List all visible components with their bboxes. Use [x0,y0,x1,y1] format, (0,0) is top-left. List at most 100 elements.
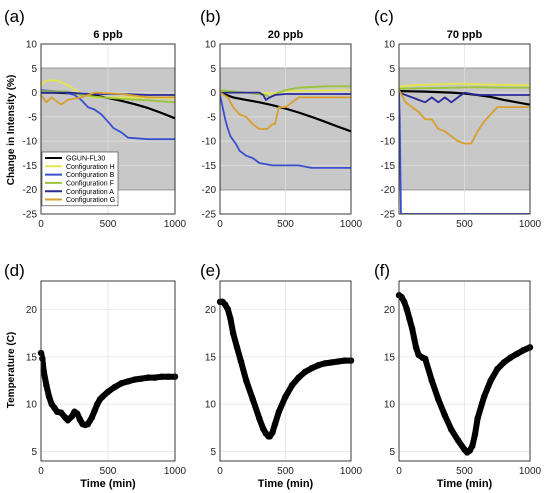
panel-b-y-tick-label: 0 [210,88,216,99]
panel-d-point-29 [145,374,152,381]
panel-f-point-2 [401,298,408,306]
panel-a-y-tick-label: -5 [28,112,37,123]
panel-e-point-4 [227,315,234,323]
panel-b-y-tick-label: -15 [202,161,217,172]
panel-f-point-19 [471,431,479,438]
panel-f-point-5 [408,325,416,332]
panel-b-y-tick-label: 10 [205,40,217,51]
panel-e-y-tick-label: 15 [205,352,217,363]
panel-d-y-tick-label: 15 [26,352,38,363]
panel-b-20ppb: 0 500 1000 -25 -20 -15 -10 -5 0 5 10 20 ppb [202,29,363,230]
panel-d-point-17 [84,420,92,428]
panel-a-y-tick-label: -10 [23,137,38,148]
panel-f-point-4 [406,315,413,323]
panel-f-frame [398,280,531,462]
panel-e-x-axis-label: Time (min) [258,478,314,490]
panel-a-series-configuration-b [41,89,175,141]
legend-label-configuration-g: Configuration G [66,197,115,204]
panel-f-x-tick-label: 1000 [519,466,542,477]
panel-d-point-14 [76,416,84,423]
panel-f-point-10 [428,377,435,384]
panel-c-y-tick-label: -10 [381,137,396,148]
panel-d-x-axis-label: Time (min) [80,478,136,490]
panel-e-y-tick-label: 10 [205,400,217,411]
panel-b-x-tick-label: 1000 [340,219,363,230]
panel-d-point-28 [138,375,145,382]
panel-a-title: 6 ppb [93,29,123,41]
panel-e-point-25 [328,359,335,366]
panel-d-temperature: 0 500 1000 5 10 15 20 Time (min) [26,280,187,490]
panel-e-x-tick-label: 0 [217,466,223,477]
panel-f-point-12 [441,412,449,419]
panel-d-point-19 [91,407,98,414]
panel-a-frame [40,43,176,215]
panel-f-point-13 [448,426,455,433]
legend-label-ggun-fl30: GGUN-FL30 [66,156,105,163]
panel-d-frame [40,280,176,462]
panel-d-y-tick-label: 10 [26,400,38,411]
panel-f-x-axis-label: Time (min) [437,478,493,490]
panel-d-point-32 [165,373,172,380]
panel-a-y-tick-label: 10 [26,40,38,51]
panel-b-series-configuration-b [220,94,351,169]
panel-f-point-9 [422,355,429,362]
legend-label-configuration-f: Configuration F [66,181,114,188]
panel-e-point-2 [222,301,229,308]
panel-b-y-tick-label: -20 [202,185,217,196]
panel-a-series-configuration-a [41,91,175,96]
panel-f-point-11 [435,396,442,403]
panel-b-frame [219,43,352,215]
panel-e-point-19 [288,382,296,389]
panel-e-point-3 [224,306,232,313]
panel-e-point-22 [308,364,315,372]
panel-a-x-tick-label: 1000 [164,219,187,230]
panel-e-point-5 [229,329,237,337]
panel-d-x-tick-label: 1000 [164,466,187,477]
panel-f-point-1 [398,293,405,301]
panel-a-x-tick-label: 0 [38,219,44,230]
panel-d-point-31 [158,373,165,380]
panel-letter-d: (d) [4,261,25,280]
panel-e-point-18 [282,393,289,400]
panel-c-series-configuration-a [399,91,530,104]
panel-c-y-tick-label: 10 [384,40,396,51]
panel-b-x-tick-label: 0 [217,219,223,230]
panel-f-point-22 [487,377,494,384]
panel-d-point-1 [39,355,46,362]
legend-label-configuration-a: Configuration A [66,189,114,196]
panel-c-series-configuration-h [399,82,530,88]
panel-e-point-24 [321,360,328,367]
panel-e-point-21 [301,368,309,376]
panel-d-point-2 [40,367,47,375]
panel-e-y-tick-label: 5 [210,447,216,458]
panel-f-point-25 [507,354,514,361]
panel-d-point-27 [131,376,138,383]
panel-f-x-tick-label: 0 [396,466,402,477]
panel-c-70ppb: 0 500 1000 -25 -20 -15 -10 -5 0 5 10 70 ppb [381,29,542,230]
panel-c-y-tick-label: -5 [386,112,395,123]
panel-c-y-tick-label: -20 [381,185,396,196]
panel-d-point-11 [68,413,76,420]
panel-d-x-tick-label: 0 [38,466,44,477]
panel-d-point-30 [151,374,159,381]
panel-e-y-tick-label: 20 [205,305,217,316]
panel-f-y-tick-label: 15 [384,352,396,363]
panel-f-point-26 [513,350,521,358]
panel-c-y-tick-label: 0 [389,88,395,99]
panel-e-point-6 [233,344,241,351]
panel-d-point-18 [88,414,96,421]
panel-a-series-configuration-g [41,91,175,106]
panel-a-y-tick-label: 0 [31,88,37,99]
panel-f-y-tick-label: 10 [384,400,396,411]
panel-a-x-tick-label: 500 [100,219,117,230]
panel-e-point-23 [315,362,322,369]
panel-a-series-configuration-h [41,79,175,100]
panel-f-point-20 [474,415,481,422]
panel-d-x-tick-label: 500 [100,466,117,477]
legend-label-configuration-b: Configuration B [66,172,115,179]
panel-b-y-tick-label: 5 [210,64,216,75]
panel-b-series-configuration-g [220,91,351,130]
panel-c-series-configuration-g [399,89,530,145]
